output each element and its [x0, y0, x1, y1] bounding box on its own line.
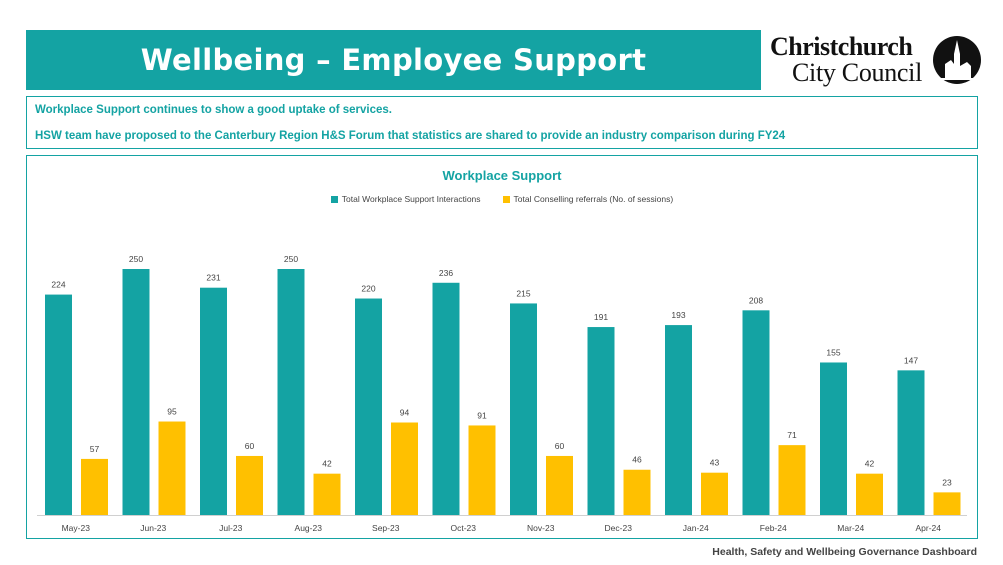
bar-interactions	[432, 282, 460, 515]
logo-text-line1: Christchurch	[770, 32, 913, 61]
bar-referrals	[81, 458, 108, 515]
data-label-interactions: 191	[594, 312, 608, 322]
logo-text-line2: City Council	[792, 58, 923, 87]
data-label-referrals: 46	[632, 455, 642, 465]
bar-interactions	[122, 269, 150, 515]
data-label-referrals: 42	[322, 459, 332, 469]
bar-referrals	[623, 469, 651, 515]
bar-referrals	[778, 445, 806, 515]
bar-interactions	[510, 303, 537, 515]
council-logo: Christchurch City Council	[768, 30, 983, 90]
bar-referrals	[236, 455, 263, 515]
x-tick-label: Apr-24	[915, 523, 941, 533]
data-label-interactions: 250	[284, 254, 298, 264]
chart-panel: Workplace Support Total Workplace Suppor…	[26, 155, 978, 539]
x-tick-label: Dec-23	[605, 523, 633, 533]
bar-referrals	[313, 473, 341, 515]
bar-referrals	[546, 455, 573, 515]
legend-swatch-gold	[502, 195, 510, 203]
info-text-proposal: HSW team have proposed to the Canterbury…	[35, 130, 786, 142]
chart-legend: Total Workplace Support Interactions Tot…	[27, 194, 977, 204]
data-label-referrals: 57	[90, 444, 100, 454]
data-label-interactions: 208	[749, 295, 763, 305]
data-label-referrals: 60	[555, 441, 565, 451]
legend-label-referrals: Total Conselling referrals (No. of sessi…	[513, 194, 674, 204]
data-label-interactions: 236	[439, 268, 453, 278]
bar-interactions	[665, 325, 692, 515]
cathedral-emblem-icon	[933, 36, 981, 84]
legend-label-interactions: Total Workplace Support Interactions	[341, 194, 481, 204]
x-tick-label: Jul-23	[219, 523, 242, 533]
bar-referrals	[468, 425, 496, 515]
bar-interactions	[820, 362, 847, 515]
data-label-interactions: 193	[671, 310, 685, 320]
bar-interactions	[277, 269, 305, 515]
x-tick-label: Sep-23	[372, 523, 400, 533]
data-label-referrals: 42	[865, 459, 875, 469]
info-panel: Workplace Support continues to show a go…	[26, 96, 978, 149]
bar-referrals	[856, 473, 883, 515]
bar-interactions	[897, 370, 925, 515]
data-label-interactions: 224	[51, 280, 65, 290]
page-title: Wellbeing – Employee Support	[140, 43, 647, 77]
data-label-interactions: 231	[206, 273, 220, 283]
data-label-interactions: 155	[826, 347, 840, 357]
legend-item-referrals: Total Conselling referrals (No. of sessi…	[502, 194, 674, 204]
x-tick-label: Oct-23	[450, 523, 476, 533]
bar-referrals	[933, 492, 961, 515]
legend-item-interactions: Total Workplace Support Interactions	[330, 194, 481, 204]
data-label-interactions: 250	[129, 254, 143, 264]
data-label-referrals: 94	[400, 408, 410, 418]
bar-interactions	[45, 294, 72, 515]
bar-referrals	[391, 422, 418, 515]
footer-dashboard-title: Health, Safety and Wellbeing Governance …	[712, 546, 977, 558]
data-label-interactions: 147	[904, 355, 918, 365]
data-label-referrals: 60	[245, 441, 255, 451]
x-tick-label: Jun-23	[140, 523, 166, 533]
chart-title: Workplace Support	[442, 168, 562, 183]
data-label-referrals: 23	[942, 477, 952, 487]
bar-interactions	[742, 310, 770, 515]
data-label-referrals: 91	[477, 410, 487, 420]
x-tick-label: Feb-24	[760, 523, 787, 533]
data-label-referrals: 43	[710, 458, 720, 468]
bar-interactions	[200, 287, 227, 515]
data-label-referrals: 95	[167, 407, 177, 417]
x-tick-label: Jan-24	[683, 523, 709, 533]
data-label-interactions: 215	[516, 288, 530, 298]
bar-referrals	[701, 472, 728, 515]
title-banner: Wellbeing – Employee Support	[26, 30, 761, 90]
bar-chart-plot: 224 57 May-23 250 95 Jun-23 231 60 Jul-23 250 42 Au…	[37, 254, 967, 533]
x-tick-label: May-23	[62, 523, 91, 533]
data-label-interactions: 220	[361, 284, 375, 294]
data-label-referrals: 71	[787, 430, 797, 440]
x-tick-label: Aug-23	[295, 523, 323, 533]
bar-referrals	[158, 421, 186, 515]
bar-interactions	[355, 298, 382, 515]
info-text-uptake: Workplace Support continues to show a go…	[35, 104, 392, 116]
x-tick-label: Mar-24	[837, 523, 864, 533]
legend-swatch-teal	[330, 195, 338, 203]
bar-interactions	[587, 327, 615, 515]
x-tick-label: Nov-23	[527, 523, 555, 533]
